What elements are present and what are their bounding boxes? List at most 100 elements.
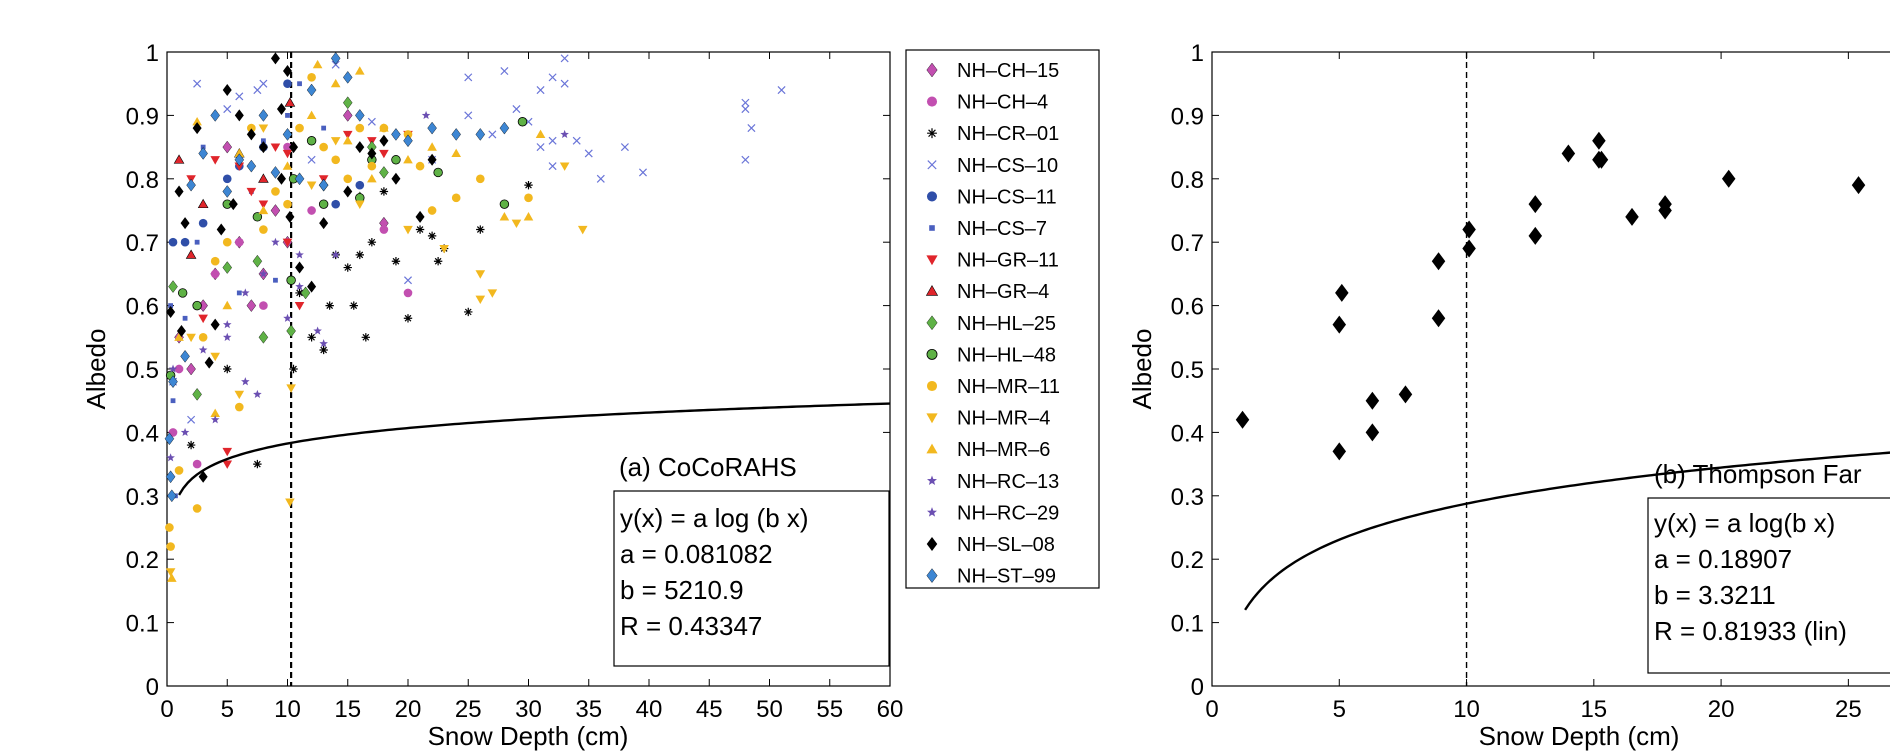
data-point [282, 161, 293, 170]
panel-a-ticks: 0 5 10 15 20 25 30 35 40 45 50 55 60 0 0.1 0.2 0.3 0.4 0.5… [126, 40, 904, 723]
data-point [234, 237, 244, 247]
legend-label: NH–MR–11 [957, 376, 1060, 398]
data-point [295, 282, 304, 291]
data-point [283, 199, 292, 209]
data-point [234, 402, 244, 412]
data-point [198, 332, 208, 342]
data-point [1398, 385, 1413, 404]
data-point [258, 124, 269, 133]
data-point [312, 59, 323, 69]
data-point [355, 123, 365, 133]
data-point [180, 427, 190, 437]
data-point [464, 111, 473, 120]
data-point [741, 98, 750, 107]
x-tick-label: 35 [575, 696, 602, 723]
data-point [294, 172, 305, 186]
data-point [560, 129, 569, 139]
legend-item: NH–CS–7 [929, 218, 1047, 240]
data-point [1594, 150, 1609, 169]
data-point [331, 250, 340, 259]
data-point [234, 162, 245, 171]
legend-label: NH–ST–99 [957, 566, 1056, 588]
legend-marker [927, 475, 937, 486]
data-point [168, 375, 178, 389]
legend-label: NH–CR–01 [957, 123, 1059, 145]
data-point [192, 459, 202, 469]
data-point [361, 333, 371, 342]
data-point [367, 238, 377, 247]
legend-label: NH–MR–6 [957, 439, 1050, 461]
data-point [330, 52, 341, 65]
panel-a-legend: NH–CH–15 NH–CH–4 NH–CR–01 NH–CS–10 NH–CS–11 N… [925, 60, 1060, 588]
legend-marker [926, 443, 938, 454]
data-point [180, 349, 190, 363]
x-tick-label: 55 [816, 696, 843, 723]
data-point [286, 324, 296, 338]
data-point [535, 129, 546, 139]
series-thompson-farm [1235, 131, 1866, 461]
y-tick-label: 0.4 [1171, 420, 1204, 447]
data-point [286, 275, 296, 285]
panel-a-fit-equation: y(x) = a log (b x) [620, 503, 809, 533]
data-point [1431, 309, 1446, 328]
x-tick-label: 40 [636, 696, 663, 723]
data-point [258, 109, 269, 122]
data-point [261, 138, 266, 144]
data-point [560, 54, 569, 63]
legend-label: NH–CS–10 [957, 155, 1058, 177]
y-tick-label: 0.5 [1171, 357, 1204, 384]
data-point [289, 364, 298, 374]
y-tick-label: 0.4 [126, 420, 159, 447]
data-point [415, 161, 425, 171]
panel-a-fit-curve [178, 402, 891, 496]
data-point [536, 143, 545, 152]
data-point [174, 364, 184, 374]
data-point [517, 117, 528, 127]
data-point [276, 172, 286, 185]
data-point [258, 330, 269, 344]
data-point [174, 185, 184, 198]
data-point [307, 155, 316, 164]
data-point [295, 250, 304, 259]
data-point [282, 128, 293, 141]
y-tick-label: 0.9 [1171, 103, 1204, 130]
data-point [194, 239, 200, 245]
data-point [511, 219, 522, 228]
legend-marker [926, 380, 938, 392]
legend-marker [926, 413, 938, 424]
data-point [427, 121, 437, 135]
data-point [246, 299, 257, 312]
data-point [427, 231, 437, 241]
data-point [259, 79, 268, 88]
x-tick-label: 10 [274, 696, 301, 723]
x-tick-label: 20 [395, 696, 422, 723]
data-point [355, 109, 365, 122]
data-point [222, 320, 232, 329]
panel-a-xlabel: Snow Depth (cm) [428, 721, 629, 751]
legend-label: NH–CH–15 [957, 60, 1059, 82]
data-point [548, 136, 557, 145]
data-point [187, 415, 196, 424]
data-point [241, 377, 250, 386]
data-point [475, 270, 486, 279]
panel-b-xlabel: Snow Depth (cm) [1479, 721, 1680, 751]
data-point [176, 324, 186, 337]
data-point [270, 204, 281, 217]
x-tick-label: 25 [1835, 696, 1862, 723]
data-point [741, 155, 750, 164]
data-point [367, 161, 377, 171]
data-point [343, 71, 353, 84]
data-point [433, 167, 443, 178]
data-point [222, 185, 232, 198]
data-point [186, 333, 196, 343]
data-point [289, 141, 299, 154]
y-tick-label: 1 [146, 40, 159, 67]
legend-item: NH–ST–99 [926, 566, 1056, 588]
data-point [223, 364, 232, 374]
data-point [286, 384, 296, 393]
data-point [193, 79, 202, 88]
x-tick-label: 15 [1580, 696, 1607, 723]
data-point [427, 206, 437, 215]
data-point [548, 162, 557, 171]
data-point [421, 110, 431, 120]
